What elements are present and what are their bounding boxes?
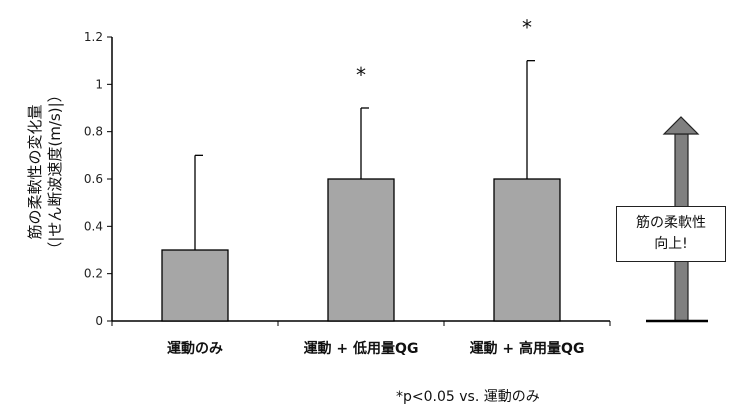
callout-line2: 向上!	[654, 236, 688, 252]
arrow-head	[662, 116, 700, 135]
bar	[493, 178, 561, 322]
bar	[327, 178, 395, 322]
y-tick-label: 0.2	[84, 267, 103, 281]
y-tick-label: 0.6	[84, 172, 103, 186]
y-axis-label-line1: 筋の柔軟性の変化量	[26, 104, 44, 239]
significance-marker: *	[522, 16, 532, 40]
significance-footnote: *p<0.05 vs. 運動のみ	[396, 389, 540, 405]
y-axis-label-line2: （|せん断波速度(m/s)|）	[46, 87, 64, 256]
y-tick-label: 0	[95, 314, 103, 328]
bar	[161, 249, 229, 322]
y-tick-label: 1.2	[84, 30, 103, 44]
bars-group: 運動のみ * 運動 + 低用量QG * 運動 + 高用量QG	[161, 16, 585, 357]
y-tick-label: 1	[95, 77, 103, 91]
significance-marker: *	[356, 63, 366, 87]
y-tick-label: 0.8	[84, 125, 103, 139]
callout-line1: 筋の柔軟性	[636, 215, 706, 231]
y-axis-label: 筋の柔軟性の変化量 （|せん断波速度(m/s)|）	[26, 87, 64, 256]
x-category-label: 運動のみ	[167, 340, 223, 357]
x-category-label: 運動 + 低用量QG	[304, 340, 419, 357]
y-tick-label: 0.4	[84, 219, 103, 233]
callout-box: 筋の柔軟性 向上!	[616, 206, 726, 262]
x-category-label: 運動 + 高用量QG	[470, 340, 585, 357]
